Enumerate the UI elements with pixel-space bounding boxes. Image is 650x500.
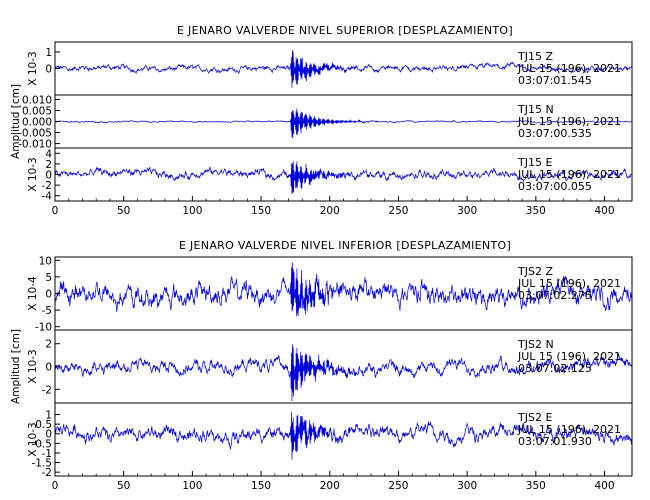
station-label: TJS2 N	[517, 338, 554, 351]
y-tick-label: 4	[45, 148, 52, 160]
y-tick-label: -1	[42, 448, 52, 460]
waveform-trace	[54, 344, 633, 402]
y-tick-label: -5	[42, 305, 52, 317]
y-tick-label: 1	[45, 47, 52, 59]
x-tick-label: 350	[526, 480, 546, 492]
y-tick-label: 0.000	[22, 117, 52, 129]
y-tick-label: -0.005	[18, 128, 52, 140]
x-tick-label: 50	[117, 205, 130, 217]
y-tick-label: -1.5	[32, 458, 53, 470]
scale-factor-label: X 10-3	[27, 422, 39, 456]
y-tick-label: 0.005	[22, 105, 52, 117]
y-tick-label: 0	[45, 289, 52, 301]
x-tick-label: 250	[388, 205, 408, 217]
scale-factor-label: X 10-3	[27, 349, 39, 383]
x-tick-label: 150	[251, 205, 271, 217]
time-label: 03:07:01.545	[518, 74, 592, 87]
x-tick-label: 300	[457, 480, 477, 492]
time-label: 03:07:02.125	[518, 362, 592, 375]
y-tick-label: 1	[45, 410, 52, 422]
y-tick-label: 0.010	[22, 94, 52, 106]
chart-title-upper: E JENARO VALVERDE NIVEL SUPERIOR [DESPLA…	[177, 24, 513, 37]
x-tick-label: 200	[320, 205, 340, 217]
y-axis-title: Amplitud [cm]	[10, 84, 22, 159]
x-tick-label: 150	[251, 480, 271, 492]
y-tick-label: 2	[45, 159, 52, 171]
time-label: 03:07:01.930	[518, 435, 592, 448]
x-tick-label: 100	[182, 480, 202, 492]
x-tick-label: 350	[526, 205, 546, 217]
chart-title-lower: E JENARO VALVERDE NIVEL INFERIOR [DESPLA…	[179, 239, 511, 252]
x-tick-label: 200	[320, 480, 340, 492]
waveform-trace	[54, 411, 633, 460]
date-label: JUL 15 (196), 2021	[517, 350, 621, 363]
station-label: TJ15 E	[517, 156, 552, 169]
y-tick-label: -10	[35, 322, 52, 334]
scale-factor-label: X 10-3	[27, 157, 39, 191]
waveform-trace	[54, 50, 633, 88]
station-label: TJS2 Z	[517, 265, 553, 278]
station-label: TJS2 E	[517, 411, 552, 424]
x-tick-label: 300	[457, 205, 477, 217]
x-tick-label: 50	[117, 480, 130, 492]
y-tick-label: 0	[45, 64, 52, 76]
date-label: JUL 15 (196), 2021	[517, 168, 621, 181]
y-tick-label: -2	[42, 180, 52, 192]
waveform-trace	[54, 161, 633, 195]
x-tick-label: 400	[595, 205, 615, 217]
y-tick-label: -2	[42, 384, 52, 396]
y-tick-label: 0	[45, 429, 52, 441]
y-tick-label: 2	[45, 339, 52, 351]
y-tick-label: 0	[45, 170, 52, 182]
y-tick-label: 5	[45, 272, 52, 284]
time-label: 03:07:00.535	[518, 127, 592, 140]
date-label: JUL 15 (196), 2021	[517, 277, 621, 290]
y-tick-label: 0	[45, 362, 52, 374]
station-label: TJ15 Z	[517, 50, 553, 63]
y-tick-label: -4	[42, 191, 53, 203]
x-tick-label: 100	[182, 205, 202, 217]
waveform-trace	[54, 108, 633, 139]
date-label: JUL 15 (196), 2021	[517, 62, 621, 75]
waveform-trace	[54, 262, 633, 317]
x-tick-label: 250	[388, 480, 408, 492]
y-tick-label: 10	[39, 255, 52, 267]
x-tick-label: 0	[52, 480, 59, 492]
date-label: JUL 15 (196), 2021	[517, 115, 621, 128]
y-tick-label: -0.010	[18, 139, 52, 151]
scale-factor-label: X 10-4	[27, 276, 39, 311]
y-tick-label: 0.5	[35, 419, 52, 431]
date-label: JUL 15 (196), 2021	[517, 423, 621, 436]
time-label: 03:07:02.275	[518, 289, 592, 302]
y-axis-title: Amplitud [cm]	[10, 329, 22, 404]
y-tick-label: -0.5	[32, 438, 53, 450]
y-tick-label: -2	[42, 467, 52, 479]
station-label: TJ15 N	[517, 103, 554, 116]
scale-factor-label: X 10-3	[27, 51, 39, 85]
x-tick-label: 0	[52, 205, 59, 217]
x-tick-label: 400	[595, 480, 615, 492]
time-label: 03:07:00.055	[518, 180, 592, 193]
